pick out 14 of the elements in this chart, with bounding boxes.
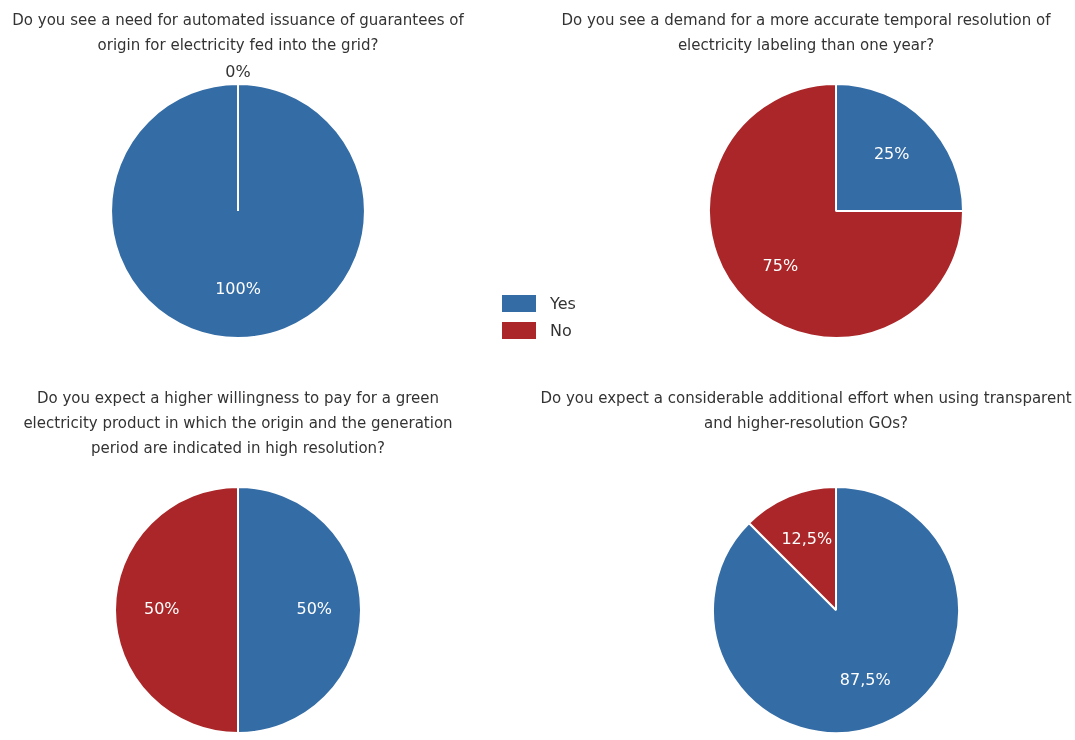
chart-title: Do you expect a considerable additional effort when using transparent and higher-resolution GOs? [539,388,1073,434]
data-label: 50% [143,599,180,619]
data-label: 87,5% [839,669,891,689]
chart-title: Do you see a need for automated issuance of guarantees of origin for electricity fed into the grid? [11,10,465,56]
data-label: 25% [873,144,910,164]
legend-label: Yes [550,294,576,313]
data-label: 12,5% [781,528,833,548]
data-label: 100% [215,278,261,298]
chart-title: Do you see a demand for a more accurate temporal resolution of electricity labeling than one year? [560,10,1052,56]
data-label: 50% [296,599,333,619]
data-label: 75% [762,255,799,275]
legend-label: No [550,321,572,340]
text: 0% [225,62,251,82]
chart-title: Do you expect a higher willingness to pay for a green electricity product in which the origin and the generation period are indicated in high resolution? [22,388,454,459]
